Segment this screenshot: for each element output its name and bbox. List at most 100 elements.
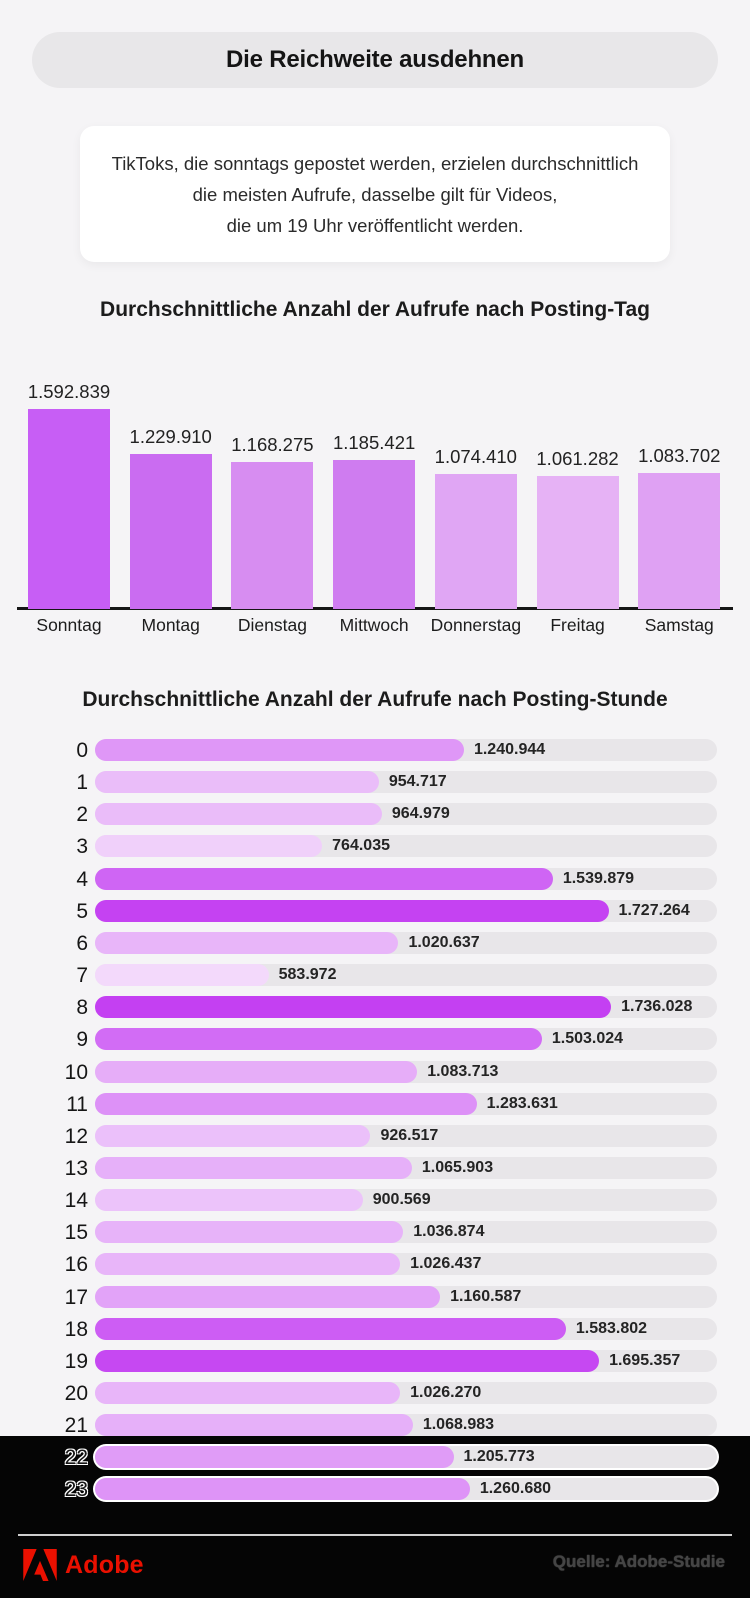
- hour-value-label: 1.283.631: [486, 1094, 558, 1112]
- intro-card: TikToks, die sonntags gepostet werden, e…: [80, 126, 670, 262]
- hour-label: 6: [76, 931, 88, 955]
- hour-bar: [95, 1189, 363, 1212]
- day-bar: [129, 454, 212, 609]
- day-chart-title: Durchschnittliche Anzahl der Aufrufe nac…: [100, 298, 650, 321]
- day-axis-label: Freitag: [550, 615, 605, 635]
- hour-bar: [95, 739, 464, 761]
- hour-bar: [95, 1221, 404, 1244]
- hour-bar: [95, 1382, 401, 1404]
- hour-label: 7: [76, 964, 88, 988]
- hour-bar: [95, 1124, 371, 1147]
- hour-label: 15: [64, 1221, 88, 1245]
- hour-value-label: 1.695.357: [609, 1351, 681, 1369]
- hour-row: 20 1.026.270: [0, 1382, 750, 1405]
- day-axis-label: Dienstag: [237, 615, 307, 635]
- hour-bar: [95, 996, 612, 1019]
- hour-label: 10: [64, 1060, 88, 1084]
- hour-label: 22: [64, 1446, 88, 1470]
- hour-value-label: 1.539.879: [562, 869, 635, 887]
- hour-bar: [95, 771, 379, 794]
- hour-row: 18 1.583.802: [0, 1317, 750, 1341]
- intro-line: die um 19 Uhr veröffentlicht werden.: [226, 214, 524, 236]
- hour-value-label: 926.517: [380, 1126, 439, 1144]
- hour-row: 7 583.972: [0, 964, 750, 988]
- hour-value-label: 1.205.773: [463, 1448, 535, 1466]
- hour-chart-title: Durchschnittliche Anzahl der Aufrufe nac…: [82, 688, 668, 711]
- hour-row: 9 1.503.024: [0, 1028, 750, 1052]
- hour-label: 13: [64, 1156, 88, 1180]
- hour-bar: [95, 1253, 401, 1276]
- hour-value-label: 1.160.587: [450, 1287, 522, 1305]
- day-axis-label: Montag: [141, 615, 200, 635]
- hour-label: 3: [76, 835, 88, 859]
- day-value-label: 1.229.910: [129, 426, 212, 448]
- hour-label: 16: [64, 1253, 88, 1277]
- intro-line: TikToks, die sonntags gepostet werden, e…: [111, 152, 639, 174]
- day-axis-label: Samstag: [644, 615, 714, 635]
- adobe-wordmark: Adobe: [65, 1551, 144, 1579]
- day-value-label: 1.074.410: [434, 446, 517, 468]
- hour-row: 1 954.717: [0, 771, 750, 795]
- page-title-pill: Die Reichweite ausdehnen: [32, 32, 718, 88]
- hour-row: 3 764.035: [0, 835, 750, 859]
- hour-bar: [95, 1414, 413, 1437]
- hour-row: 17 1.160.587: [0, 1285, 750, 1309]
- hour-bar: [95, 867, 553, 890]
- hour-value-label: 1.065.903: [421, 1158, 494, 1176]
- hour-row: 2 964.979: [0, 803, 750, 827]
- hour-label: 4: [76, 867, 88, 891]
- hour-label: 17: [64, 1285, 88, 1309]
- hour-label: 1: [76, 771, 88, 795]
- day-bar: [333, 460, 416, 609]
- hour-label: 2: [76, 803, 88, 827]
- day-bar: [536, 475, 619, 609]
- hour-label: 21: [64, 1414, 88, 1438]
- day-value-label: 1.168.275: [231, 434, 314, 456]
- hour-bar: [95, 1028, 542, 1051]
- hour-bar: [95, 803, 382, 826]
- hour-bar: [95, 1349, 600, 1372]
- footer-divider: [18, 1534, 732, 1536]
- hour-value-label: 954.717: [388, 773, 447, 791]
- hour-bar: [95, 835, 323, 858]
- hour-row: 10 1.083.713: [0, 1060, 750, 1084]
- hour-value-label: 1.083.713: [427, 1062, 499, 1080]
- hour-row: 5 1.727.264: [0, 899, 750, 923]
- day-bar: [434, 474, 517, 609]
- hour-row: 22 1.205.773: [0, 1446, 750, 1470]
- hour-bar: [95, 964, 269, 987]
- hour-label: 9: [76, 1028, 88, 1052]
- intro-line: die meisten Aufrufe, dasselbe gilt für V…: [192, 183, 558, 205]
- hour-value-label: 1.026.270: [410, 1384, 482, 1401]
- hour-row: 12 926.517: [0, 1124, 750, 1148]
- day-axis-label: Sonntag: [36, 615, 102, 635]
- hour-label: 12: [64, 1124, 88, 1148]
- hour-row: 16 1.026.437: [0, 1253, 750, 1277]
- hour-label: 11: [66, 1092, 88, 1116]
- day-value-label: 1.185.421: [332, 432, 416, 454]
- hour-value-label: 1.240.944: [473, 741, 546, 758]
- hour-value-label: 1.583.802: [575, 1319, 648, 1337]
- adobe-logo-icon: [23, 1549, 57, 1581]
- hour-value-label: 764.035: [332, 837, 390, 855]
- hour-value-label: 1.260.680: [479, 1480, 552, 1498]
- hour-label: 23: [64, 1478, 88, 1502]
- hour-row: 13 1.065.903: [0, 1156, 750, 1180]
- hour-value-label: 1.068.983: [422, 1416, 495, 1434]
- day-axis-label: Donnerstag: [430, 615, 522, 635]
- hour-value-label: 583.972: [278, 966, 337, 984]
- source-credit: Quelle: Adobe-Studie: [552, 1552, 725, 1571]
- hour-label: 5: [76, 899, 88, 923]
- hour-value-label: 1.026.437: [410, 1255, 482, 1273]
- day-value-label: 1.592.839: [27, 380, 111, 402]
- hour-bar: [95, 899, 609, 922]
- hour-bar: [95, 1092, 477, 1115]
- hour-value-label: 1.036.874: [413, 1223, 485, 1241]
- hour-value-label: 1.727.264: [618, 901, 690, 919]
- hour-bar: [95, 1285, 441, 1308]
- day-bar: [28, 408, 110, 609]
- day-value-label: 1.061.282: [536, 447, 619, 469]
